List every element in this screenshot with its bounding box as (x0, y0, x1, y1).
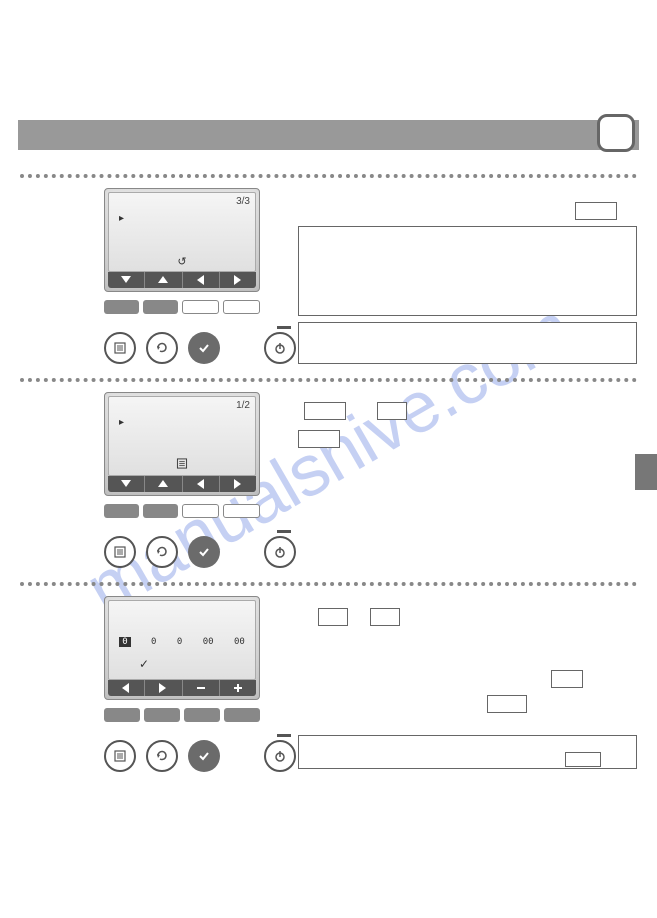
power-indicator (277, 530, 291, 533)
button-3[interactable] (184, 708, 220, 722)
lcd-cursor: ▸ (119, 417, 124, 428)
lcd-val-2: 0 (151, 637, 156, 647)
check-icon: ✓ (139, 657, 149, 671)
icon-row-2 (104, 536, 304, 568)
left-arrow-icon[interactable] (108, 680, 145, 696)
lcd-screen-1: 3/3 ▸ ↺ (104, 188, 260, 292)
header-bar (18, 120, 639, 150)
list-icon (177, 458, 188, 472)
inline-box-2a (304, 402, 346, 420)
undo-icon[interactable] (146, 740, 178, 772)
icon-row-3 (104, 740, 304, 772)
header-square (597, 114, 635, 152)
icon-row-1 (104, 332, 304, 364)
inline-box-3c (551, 670, 583, 688)
inline-box-3b (370, 608, 400, 626)
button-4[interactable] (224, 708, 260, 722)
power-indicator (277, 326, 291, 329)
left-arrow-icon[interactable] (183, 476, 220, 492)
button-1[interactable] (104, 504, 139, 518)
button-row-2 (104, 504, 260, 518)
button-row-3 (104, 708, 260, 722)
button-row-1 (104, 300, 260, 314)
lcd-val-5: 00 (234, 637, 245, 647)
undo-icon[interactable] (146, 536, 178, 568)
power-icon[interactable] (264, 740, 296, 772)
section-1: 3/3 ▸ ↺ (0, 178, 657, 378)
lcd-page-indicator: 1/2 (236, 400, 250, 411)
arrow-row (108, 476, 256, 492)
minus-icon[interactable] (183, 680, 220, 696)
right-arrow-icon[interactable] (220, 476, 256, 492)
lcd-cursor: ▸ (119, 213, 124, 224)
up-arrow-icon[interactable] (145, 476, 182, 492)
power-icon[interactable] (264, 536, 296, 568)
lcd-screen-3: 0 0 0 00 00 ✓ (104, 596, 260, 700)
lcd-values: 0 0 0 00 00 (109, 637, 255, 647)
inline-box-2c (298, 430, 340, 448)
power-indicator (277, 734, 291, 737)
button-3[interactable] (182, 300, 219, 314)
check-icon[interactable] (188, 740, 220, 772)
inline-box-3d (487, 695, 527, 713)
undo-icon: ↺ (177, 255, 186, 268)
section-3: 0 0 0 00 00 ✓ (0, 586, 657, 786)
instruction-box-2 (298, 322, 637, 364)
button-2[interactable] (143, 300, 178, 314)
arrow-row (108, 272, 256, 288)
inline-box-1 (575, 202, 617, 220)
button-2[interactable] (144, 708, 180, 722)
undo-icon[interactable] (146, 332, 178, 364)
left-arrow-icon[interactable] (183, 272, 220, 288)
button-3[interactable] (182, 504, 219, 518)
arrow-row (108, 680, 256, 696)
check-icon[interactable] (188, 536, 220, 568)
inline-box-2b (377, 402, 407, 420)
lcd-page-indicator: 3/3 (236, 196, 250, 207)
inline-box-3e (565, 752, 601, 767)
down-arrow-icon[interactable] (108, 272, 145, 288)
button-4[interactable] (223, 300, 260, 314)
button-4[interactable] (223, 504, 260, 518)
section-2: 1/2 ▸ (0, 382, 657, 582)
lcd-val-3: 0 (177, 637, 182, 647)
lcd-screen-2: 1/2 ▸ (104, 392, 260, 496)
button-1[interactable] (104, 300, 139, 314)
plus-icon[interactable] (220, 680, 256, 696)
lcd-val-1: 0 (119, 637, 130, 647)
right-arrow-icon[interactable] (220, 272, 256, 288)
down-arrow-icon[interactable] (108, 476, 145, 492)
side-tab (635, 454, 657, 490)
check-icon[interactable] (188, 332, 220, 364)
right-arrow-icon[interactable] (145, 680, 182, 696)
list-icon[interactable] (104, 332, 136, 364)
inline-box-3a (318, 608, 348, 626)
list-icon[interactable] (104, 740, 136, 772)
list-icon[interactable] (104, 536, 136, 568)
lcd-val-4: 00 (203, 637, 214, 647)
up-arrow-icon[interactable] (145, 272, 182, 288)
instruction-box-1 (298, 226, 637, 316)
power-icon[interactable] (264, 332, 296, 364)
button-1[interactable] (104, 708, 140, 722)
button-2[interactable] (143, 504, 178, 518)
